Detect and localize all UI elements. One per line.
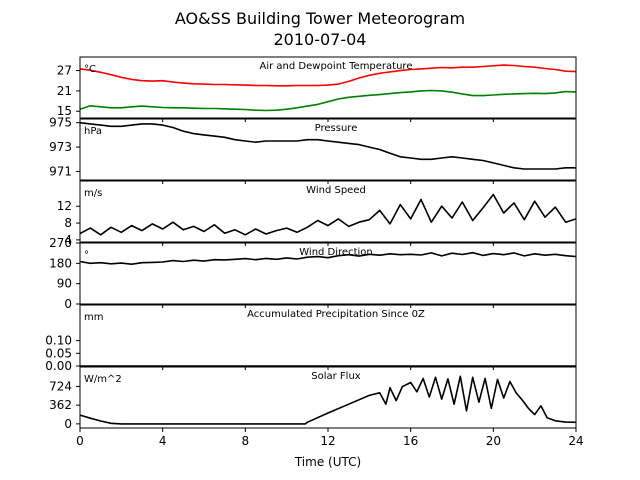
xtick-label-3: 12 xyxy=(320,434,335,448)
series-line-2-0 xyxy=(79,193,577,236)
ytick-label-2-2: 12 xyxy=(57,199,72,213)
ytick-label-4-1: 0.05 xyxy=(45,346,72,360)
series-line-5-0 xyxy=(79,375,577,425)
panel-unit-0: °C xyxy=(84,64,96,75)
panel-5: Solar Flux W/m^2 0 362 724 0 4 8 12 16 20 24 xyxy=(49,366,584,448)
xtick-label-4: 16 xyxy=(403,434,418,448)
xtick-label-1: 4 xyxy=(159,434,167,448)
ytick-label-3-2: 180 xyxy=(49,256,72,270)
ytick-label-3-0: 0 xyxy=(64,297,72,311)
ytick-label-1-0: 971 xyxy=(49,164,72,178)
ytick-label-5-1: 362 xyxy=(49,398,72,412)
ytick-label-3-1: 90 xyxy=(57,277,72,291)
figure-date: 2010-07-04 xyxy=(274,30,367,49)
xtick-label-5: 20 xyxy=(486,434,501,448)
xtick-label-2: 8 xyxy=(242,434,250,448)
panel-unit-4: mm xyxy=(84,312,103,323)
panel-0: Air and Dewpoint Temperature °C 15 21 27 xyxy=(57,56,577,122)
panels: Air and Dewpoint Temperature °C 15 21 27 Pres… xyxy=(45,56,584,448)
xtick-label-0: 0 xyxy=(76,434,84,448)
ytick-label-2-0: 4 xyxy=(64,233,72,247)
series-line-0-1 xyxy=(79,89,577,112)
ytick-label-2-1: 8 xyxy=(64,216,72,230)
ytick-label-4-2: 0.10 xyxy=(45,334,72,348)
panel-unit-1: hPa xyxy=(84,126,102,137)
panel-unit-5: W/m^2 xyxy=(84,374,122,385)
series-line-0-0 xyxy=(79,64,577,87)
ytick-label-4-0: 0.00 xyxy=(45,359,72,373)
panel-title-3: Wind Direction xyxy=(299,247,373,258)
series-line-1-0 xyxy=(79,121,576,170)
panel-unit-2: m/s xyxy=(84,188,102,199)
panel-title-1: Pressure xyxy=(315,123,358,134)
series-line-3-0 xyxy=(79,251,577,266)
ytick-label-5-2: 724 xyxy=(49,379,72,393)
panel-3: Wind Direction ° 0 90 180 270 xyxy=(49,236,577,311)
panel-title-2: Wind Speed xyxy=(306,185,366,196)
panel-unit-3: ° xyxy=(84,250,89,261)
panel-4: Accumulated Precipitation Since 0Z mm 0.00… xyxy=(45,304,577,373)
ytick-label-5-0: 0 xyxy=(64,417,72,431)
ytick-label-0-1: 21 xyxy=(57,84,72,98)
xtick-label-6: 24 xyxy=(568,434,583,448)
panel-1: Pressure hPa 971 973 975 xyxy=(49,116,577,184)
ytick-label-1-2: 975 xyxy=(49,116,72,130)
ytick-label-0-2: 27 xyxy=(57,64,72,78)
panel-2: Wind Speed m/s 4 8 12 xyxy=(57,180,577,247)
panel-title-4: Accumulated Precipitation Since 0Z xyxy=(247,309,425,320)
x-axis-label: Time (UTC) xyxy=(294,455,361,469)
panel-title-5: Solar Flux xyxy=(311,371,361,382)
panel-title-0: Air and Dewpoint Temperature xyxy=(260,61,413,72)
figure-title: AO&SS Building Tower Meteorogram xyxy=(175,9,465,28)
ytick-label-3-3: 270 xyxy=(49,236,72,250)
ytick-label-0-0: 15 xyxy=(57,104,72,118)
ytick-label-1-1: 973 xyxy=(49,140,72,154)
